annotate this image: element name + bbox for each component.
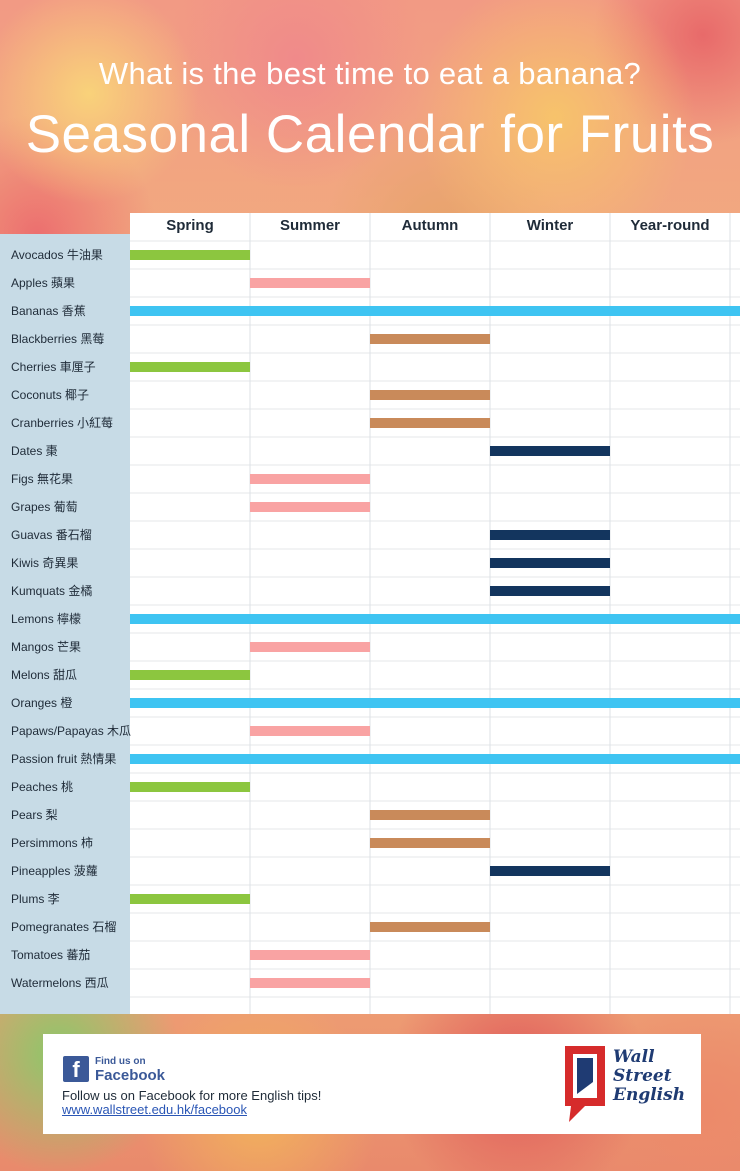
fruit-label: Pears 梨 — [11, 808, 58, 822]
footer-panel: f Find us on Facebook Follow us on Faceb… — [43, 1034, 701, 1134]
fruit-label: Peaches 桃 — [11, 779, 73, 794]
season-bar-summer — [250, 278, 370, 288]
fruit-label: Melons 甜瓜 — [11, 668, 77, 682]
season-bar-spring — [130, 782, 250, 792]
facebook-text: Facebook — [95, 1067, 166, 1084]
season-header-spring: Spring — [166, 217, 214, 234]
season-bar-summer — [250, 950, 370, 960]
fruit-labels: Avocados 牛油果 Apples 蘋果 Bananas 香蕉 Blackberr… — [11, 247, 131, 990]
season-bar-winter — [490, 558, 610, 568]
season-bar-year-round — [130, 698, 740, 708]
fruit-label: Pineapples 菠蘿 — [11, 864, 98, 878]
fruit-label: Cranberries 小紅莓 — [11, 416, 113, 430]
season-bar-spring — [130, 250, 250, 260]
season-bar-year-round — [130, 306, 740, 316]
season-bar-autumn — [370, 838, 490, 848]
fruit-label: Mangos 芒果 — [11, 639, 81, 654]
season-bar-autumn — [370, 334, 490, 344]
fruit-label: Grapes 葡萄 — [11, 500, 78, 514]
season-headers: Spring Summer Autumn Winter Year-round — [166, 217, 709, 234]
season-header-year-round: Year-round — [630, 217, 709, 234]
season-bar-winter — [490, 866, 610, 876]
season-bar-winter — [490, 586, 610, 596]
fruit-label: Coconuts 椰子 — [11, 387, 89, 402]
fruit-label: Blackberries 黑莓 — [11, 332, 104, 346]
season-bar-spring — [130, 670, 250, 680]
label-panel — [0, 234, 130, 1014]
page-title: Seasonal Calendar for Fruits — [25, 105, 715, 164]
fruit-label: Papaws/Papayas 木瓜 — [11, 724, 131, 738]
season-bar-autumn — [370, 418, 490, 428]
season-bar-summer — [250, 502, 370, 512]
logo-text: Wall Street English — [613, 1047, 686, 1105]
fruit-label: Oranges 橙 — [11, 695, 72, 710]
fruit-label: Cherries 車厘子 — [11, 360, 96, 374]
fruit-label: Passion fruit 熱情果 — [11, 752, 116, 766]
fruit-label: Guavas 番石榴 — [11, 528, 92, 542]
facebook-link[interactable]: www.wallstreet.edu.hk/facebook — [62, 1102, 247, 1117]
fruit-label: Dates 棗 — [11, 443, 58, 458]
season-bar-summer — [250, 474, 370, 484]
fruit-label: Lemons 檸檬 — [11, 611, 81, 626]
find-us-text: Find us on — [95, 1056, 146, 1067]
season-bar-summer — [250, 978, 370, 988]
season-bar-winter — [490, 446, 610, 456]
grid-lines — [130, 213, 740, 1014]
fruit-label: Kiwis 奇異果 — [11, 556, 78, 570]
season-header-winter: Winter — [527, 217, 574, 234]
subtitle: What is the best time to eat a banana? — [98, 56, 642, 91]
season-bar-year-round — [130, 614, 740, 624]
season-bars — [130, 250, 740, 988]
fruit-label: Tomatoes 蕃茄 — [11, 948, 90, 962]
fruit-label: Plums 李 — [11, 891, 60, 906]
wall-street-english-logo-icon — [565, 1046, 605, 1122]
season-bar-summer — [250, 642, 370, 652]
fruit-label: Figs 無花果 — [11, 471, 73, 486]
season-bar-year-round — [130, 754, 740, 764]
fruit-label: Pomegranates 石榴 — [11, 920, 116, 934]
season-bar-spring — [130, 894, 250, 904]
fruit-label: Apples 蘋果 — [11, 276, 75, 290]
follow-text: Follow us on Facebook for more English t… — [62, 1088, 322, 1103]
fruit-label: Persimmons 柿 — [11, 835, 93, 850]
season-bar-autumn — [370, 390, 490, 400]
season-bar-winter — [490, 530, 610, 540]
season-header-bar — [130, 213, 740, 234]
fruit-label: Avocados 牛油果 — [11, 247, 103, 262]
season-bar-summer — [250, 726, 370, 736]
season-bar-spring — [130, 362, 250, 372]
fruit-label: Bananas 香蕉 — [11, 304, 86, 318]
season-bar-autumn — [370, 922, 490, 932]
facebook-icon[interactable]: f — [63, 1056, 89, 1082]
fruit-label: Kumquats 金橘 — [11, 583, 92, 598]
season-header-autumn: Autumn — [402, 217, 459, 234]
season-bar-autumn — [370, 810, 490, 820]
season-header-summer: Summer — [280, 217, 340, 234]
fruit-label: Watermelons 西瓜 — [11, 976, 109, 990]
